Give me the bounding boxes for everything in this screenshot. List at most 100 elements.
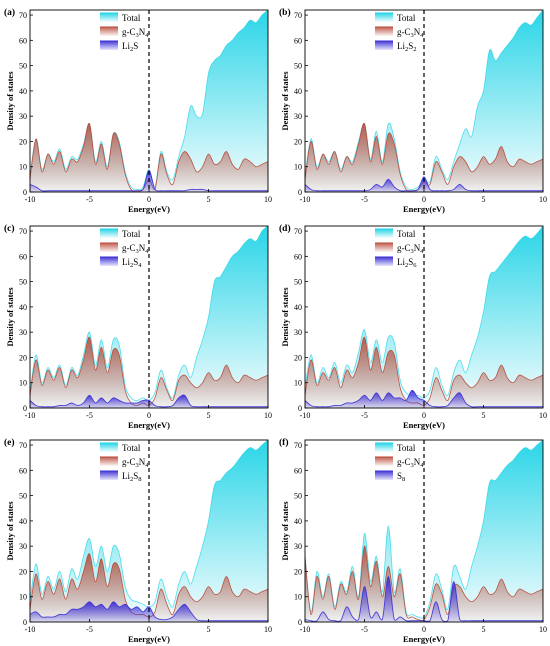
legend-subscript: 3: [136, 462, 139, 469]
legend-swatch: [100, 243, 118, 252]
legend-swatch: [375, 257, 393, 266]
y-tick-label: 70: [294, 11, 302, 20]
panel-label: (d): [279, 223, 291, 234]
y-tick-label: 10: [294, 593, 302, 602]
y-tick-label: 50: [19, 278, 27, 287]
legend-text: N: [414, 457, 421, 467]
legend-text: Total: [122, 229, 141, 239]
legend-label: Total: [397, 13, 416, 23]
x-tick-label: 0: [422, 625, 426, 634]
legend-swatch: [100, 13, 118, 22]
lis-dos-area: [305, 176, 543, 192]
legend-subscript: 3: [411, 462, 414, 469]
y-tick-label: 10: [19, 379, 27, 388]
legend-text: N: [414, 243, 421, 253]
legend-text: N: [414, 27, 421, 37]
y-tick-label: 40: [19, 303, 27, 312]
y-tick-label: 0: [23, 188, 27, 197]
legend-text: g-C: [122, 243, 136, 253]
y-tick-label: 20: [19, 353, 27, 362]
legend-label: g-C3N4: [122, 243, 149, 255]
y-tick-label: 40: [294, 87, 302, 96]
y-tick-label: 30: [19, 542, 27, 551]
legend-text: Total: [397, 443, 416, 453]
x-axis-label: Energy(eV): [403, 634, 445, 644]
x-tick-label: 5: [482, 411, 486, 420]
y-tick-label: 60: [19, 36, 27, 45]
legend-subscript: 4: [138, 262, 142, 269]
legend-swatch: [100, 229, 118, 238]
legend-text: S: [133, 257, 138, 267]
lis-dos-line: [29, 601, 268, 622]
panel-label: (c): [4, 223, 15, 234]
legend-swatch: [100, 27, 118, 36]
lis-dos-line: [29, 170, 268, 192]
legend-label: S8: [397, 471, 405, 483]
y-tick-label: 50: [19, 62, 27, 71]
y-tick-label: 10: [294, 163, 302, 172]
legend-swatch: [375, 13, 393, 22]
y-tick-label: 0: [298, 618, 302, 627]
legend-text: S: [408, 41, 413, 51]
legend-subscript: 8: [402, 476, 405, 483]
x-tick-label: -10: [25, 195, 36, 204]
y-tick-label: 10: [19, 593, 27, 602]
legend-swatch: [375, 243, 393, 252]
legend: Total g-C3N4 S8: [375, 442, 424, 483]
legend-subscript: 2: [405, 46, 408, 53]
dos-panel: 0 10 20 30 40 50 60 70 -10 -5 0 5 10 Energy(eV) Densit…: [4, 223, 272, 430]
legend-subscript: 3: [136, 32, 139, 39]
x-tick-label: 0: [147, 195, 151, 204]
legend-subscript: 3: [411, 248, 414, 255]
legend-label: g-C3N4: [122, 27, 149, 39]
y-tick-label: 40: [19, 87, 27, 96]
legend-text: S: [133, 471, 138, 481]
legend-subscript: 3: [411, 32, 414, 39]
x-tick-label: -10: [25, 411, 36, 420]
legend-subscript: 8: [138, 476, 141, 483]
y-tick-label: 70: [294, 227, 302, 236]
legend-swatch: [100, 457, 118, 466]
dos-panel: 0 10 20 30 40 50 60 70 -10 -5 0 5 10 Energy(eV) Densit…: [279, 223, 547, 430]
x-tick-label: 5: [482, 195, 486, 204]
x-tick-label: -5: [86, 625, 93, 634]
x-axis-label: Energy(eV): [128, 204, 170, 214]
legend-subscript: 2: [413, 46, 416, 53]
y-tick-label: 20: [294, 567, 302, 576]
gc3n4-dos-area: [305, 337, 543, 408]
x-tick-label: 10: [264, 195, 272, 204]
legend-subscript: 4: [145, 462, 149, 469]
y-tick-label: 20: [19, 137, 27, 146]
legend-swatch: [100, 41, 118, 50]
y-tick-label: 20: [19, 567, 27, 576]
x-tick-label: -5: [361, 625, 368, 634]
x-tick-label: 5: [482, 625, 486, 634]
legend-text: Total: [397, 13, 416, 23]
legend: Total g-C3N4 Li2S: [100, 12, 149, 53]
legend-text: Li: [397, 41, 405, 51]
x-axis-label: Energy(eV): [403, 204, 445, 214]
x-tick-label: 0: [422, 411, 426, 420]
y-axis-label: Density of states: [280, 287, 290, 347]
x-tick-label: -10: [25, 625, 36, 634]
legend-label: Li2S: [122, 41, 138, 53]
y-tick-label: 60: [294, 466, 302, 475]
legend-swatch: [100, 257, 118, 266]
x-tick-label: 10: [539, 195, 547, 204]
y-tick-label: 30: [19, 328, 27, 337]
x-tick-label: -10: [300, 625, 311, 634]
legend-text: Total: [122, 443, 141, 453]
legend-swatch: [375, 457, 393, 466]
y-tick-label: 30: [294, 112, 302, 121]
legend-text: Li: [122, 471, 130, 481]
y-tick-label: 50: [294, 492, 302, 501]
legend-text: g-C: [122, 27, 136, 37]
legend-swatch: [375, 41, 393, 50]
y-tick-label: 60: [19, 466, 27, 475]
lis-dos-area: [305, 576, 543, 622]
dos-panel: 0 10 20 30 40 50 60 70 -10 -5 0 5 10 Energy(eV) Densit…: [4, 437, 272, 644]
legend-subscript: 4: [145, 248, 149, 255]
